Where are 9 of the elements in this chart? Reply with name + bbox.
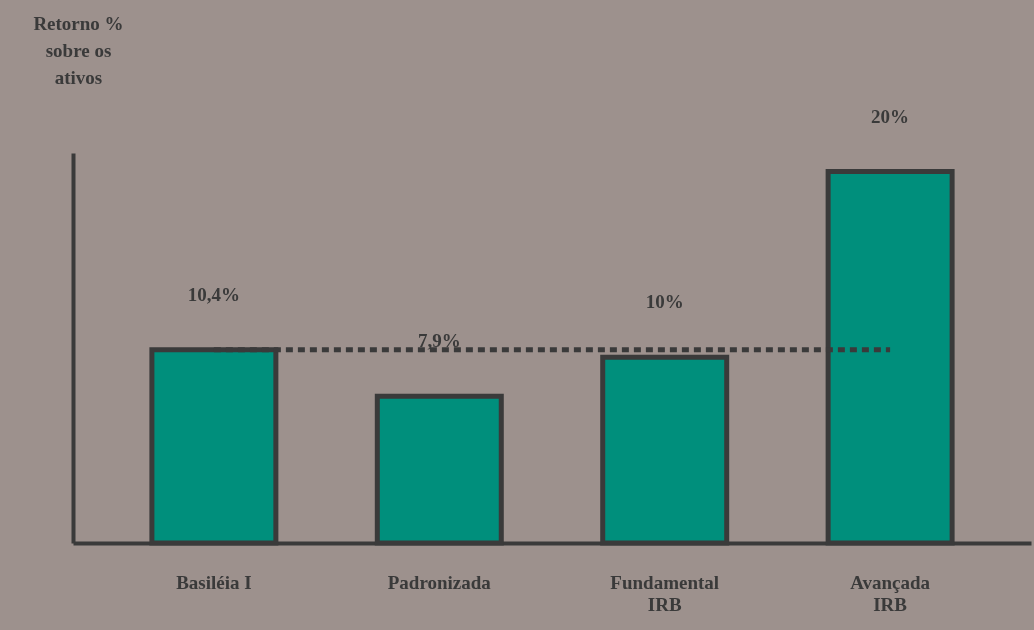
x-tick-label: Fundamental IRB [610,571,720,615]
x-tick-label: Avançada IRB [850,571,931,615]
data-label: 10% [645,291,684,313]
y-axis-title: Retorno % sobre os ativos [33,12,124,88]
x-tick-label: Padronizada [387,571,492,593]
data-label: 7,9% [417,330,461,352]
data-label: 20% [871,105,910,127]
data-label: 10,4% [187,283,241,305]
x-tick-label: Basiléia I [176,571,252,593]
